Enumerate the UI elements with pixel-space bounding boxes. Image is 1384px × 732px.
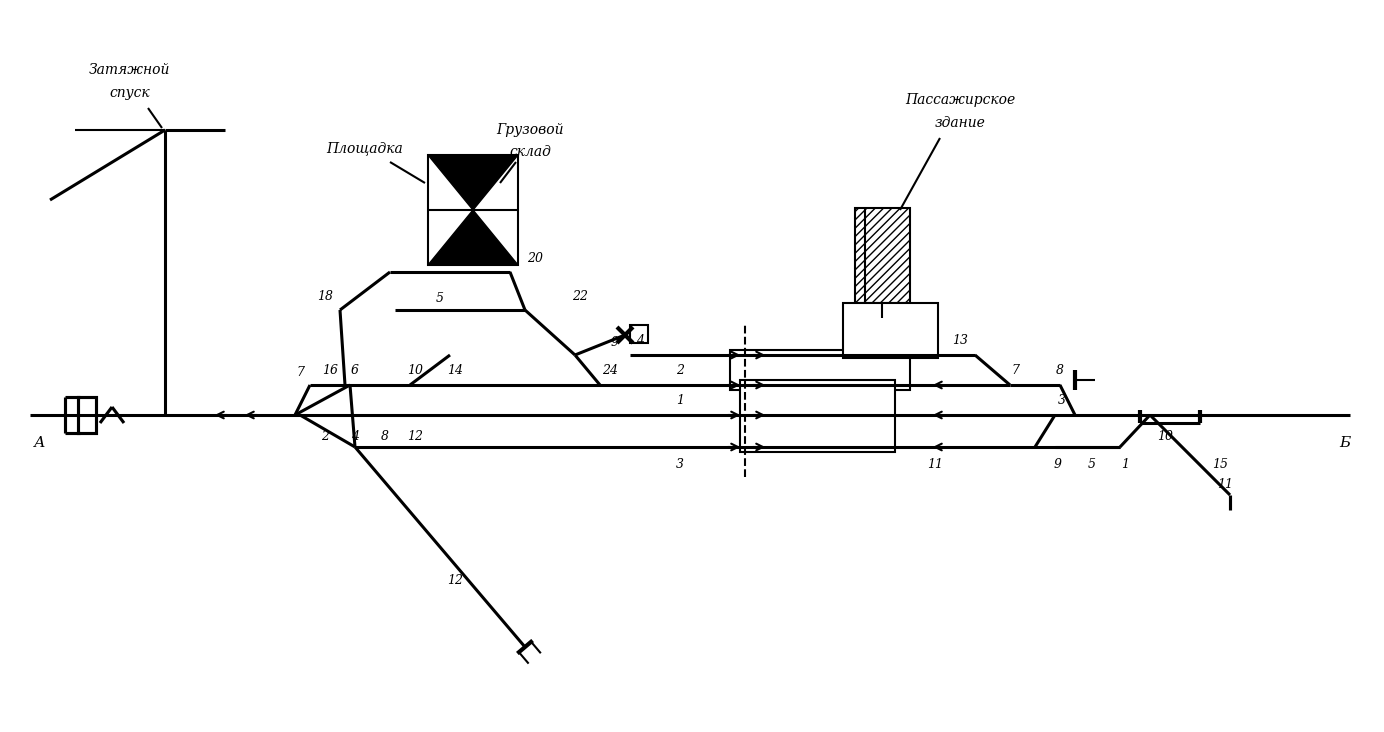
Text: 13: 13 (952, 335, 967, 348)
Text: Пассажирское: Пассажирское (905, 93, 1014, 107)
Polygon shape (428, 210, 518, 265)
Text: здание: здание (934, 116, 985, 130)
Text: 9: 9 (1055, 458, 1062, 471)
Text: 2: 2 (321, 430, 329, 444)
Text: 7: 7 (1010, 365, 1019, 378)
Text: Б: Б (1340, 436, 1351, 450)
Text: 2: 2 (675, 365, 684, 378)
Polygon shape (428, 155, 518, 210)
Text: 5: 5 (436, 291, 444, 305)
Text: 8: 8 (381, 430, 389, 444)
Bar (78, 397, 95, 433)
Text: Затяжной: Затяжной (90, 63, 170, 77)
Text: склад: склад (509, 145, 551, 159)
Bar (843, 303, 938, 358)
Bar (855, 208, 911, 303)
Bar (729, 350, 911, 390)
Bar (630, 325, 648, 343)
Text: 1: 1 (675, 395, 684, 408)
Text: Площадка: Площадка (327, 141, 403, 155)
Text: 15: 15 (1212, 458, 1228, 471)
Text: 12: 12 (447, 573, 464, 586)
Text: 22: 22 (572, 289, 588, 302)
Text: 5: 5 (1088, 458, 1096, 471)
Text: 14: 14 (447, 365, 464, 378)
Text: 1: 1 (1121, 458, 1129, 471)
Text: 11: 11 (927, 458, 943, 471)
Text: 10: 10 (1157, 430, 1174, 444)
Text: 24: 24 (602, 365, 619, 378)
Text: 9: 9 (610, 337, 619, 349)
Text: 16: 16 (322, 365, 338, 378)
Text: 11: 11 (1217, 479, 1233, 491)
Text: 3: 3 (1057, 395, 1066, 408)
Bar (428, 155, 518, 265)
Text: 10: 10 (407, 365, 424, 378)
Text: 4: 4 (637, 335, 644, 348)
Text: 6: 6 (441, 252, 448, 264)
Text: 18: 18 (317, 289, 334, 302)
Text: 7: 7 (296, 367, 304, 379)
Text: Грузовой: Грузовой (497, 123, 563, 137)
Text: 4: 4 (352, 430, 358, 444)
Text: 20: 20 (527, 252, 543, 264)
Text: 6: 6 (352, 365, 358, 378)
Text: 3: 3 (675, 458, 684, 471)
Text: 8: 8 (1056, 365, 1064, 378)
Text: 12: 12 (407, 430, 424, 444)
Text: спуск: спуск (109, 86, 151, 100)
Bar (740, 380, 895, 452)
Text: А: А (35, 436, 46, 450)
